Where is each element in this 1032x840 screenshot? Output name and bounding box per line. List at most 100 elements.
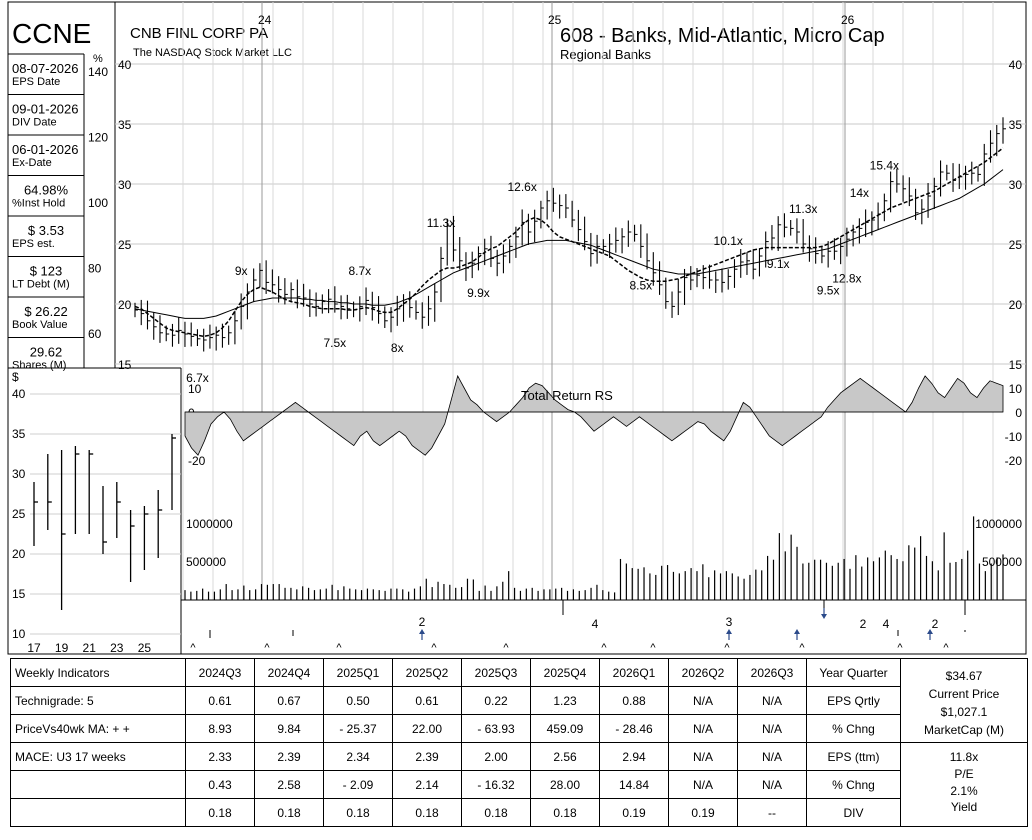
table-cell: 22.00	[392, 714, 462, 743]
pe-annotation: 11.3x	[789, 202, 817, 216]
pe-value: 11.8x	[949, 750, 979, 764]
table-cell: N/A	[668, 770, 738, 799]
row-metric: DIV	[806, 798, 901, 827]
left-panel-label: Shares (M)	[12, 360, 66, 372]
header-cell: 2025Q1	[323, 658, 393, 687]
caret-marker: ^	[650, 642, 656, 654]
left-panel-value: 09-01-2026	[12, 102, 79, 117]
price-tick-left: 15	[118, 358, 132, 372]
ticker-symbol: CCNE	[12, 18, 91, 49]
event-count-label: 3	[726, 615, 733, 629]
header-cell: 2025Q4	[530, 658, 600, 687]
table-cell: 2.33	[185, 742, 255, 771]
company-name: CNB FINL CORP PA	[130, 25, 268, 42]
rs-title: Total Return RS	[521, 388, 613, 403]
caret-marker: ^	[503, 642, 509, 654]
price-tick-right: 25	[1009, 238, 1023, 252]
table-cell: 0.19	[599, 798, 669, 827]
current-price: $34.67	[945, 669, 983, 683]
pe-annotation: 8x	[391, 341, 404, 355]
event-count-label: 2	[932, 617, 939, 631]
header-cell: 2024Q4	[254, 658, 324, 687]
percent-tick-label: 80	[88, 262, 102, 276]
relative-strength-panel: 101000-10-10-20-20	[184, 374, 1023, 468]
pe-annotation: 9x	[235, 264, 248, 278]
header-cell: 2026Q1	[599, 658, 669, 687]
price-summary-cell: $34.67 Current Price $1,027.1 MarketCap …	[900, 658, 1028, 743]
price-tick-left: 35	[118, 118, 132, 132]
table-cell: 0.18	[530, 798, 600, 827]
inset-x-tick: 21	[83, 641, 97, 655]
volume-panel: 1000000 1000000 500000 500000	[181, 516, 1026, 601]
outer-frame	[7, 1, 1027, 655]
caret-marker: ^	[601, 642, 607, 654]
pe-annotations: 9x 6.7x 8.7x 7.5x 8x 11.3x 9.9x 12.6x 8.5x 10.1x 9…	[186, 159, 899, 385]
price-tick-left: 30	[118, 178, 132, 192]
left-panel-label: EPS Date	[12, 76, 60, 88]
table-cell: - 25.37	[323, 714, 393, 743]
current-price-label: Current Price	[928, 687, 1000, 701]
left-panel-value: 06-01-2026	[12, 142, 79, 157]
header-cell: 2026Q2	[668, 658, 738, 687]
events-strip: 2 4 3 2 4 2 ^ ^ ^ ^ ^ ^ ^ ^ ^ ^ ^	[190, 600, 966, 654]
rs-area	[184, 374, 1004, 456]
year-label: 26	[841, 13, 855, 27]
inset-currency-symbol: $	[12, 370, 19, 384]
left-panel-value: 08-07-2026	[12, 61, 79, 76]
caret-marker: ^	[431, 642, 437, 654]
row-label: PriceVs40wk MA: + +	[10, 714, 186, 743]
pe-annotation: 11.3x	[427, 216, 455, 230]
header-cell: 2025Q3	[461, 658, 531, 687]
table-cell: 0.18	[323, 798, 393, 827]
volume-tick-left: 500000	[186, 555, 226, 569]
table-cell: 2.56	[530, 742, 600, 771]
table-cell: 0.19	[668, 798, 738, 827]
table-cell: 459.09	[530, 714, 600, 743]
table-cell: 2.39	[254, 742, 324, 771]
left-panel-label: Ex-Date	[12, 157, 52, 169]
left-panel-label: EPS est.	[12, 238, 55, 250]
rs-tick-right: 0	[1015, 406, 1022, 420]
table-cell: 2.00	[461, 742, 531, 771]
event-count-label: 4	[883, 617, 890, 631]
table-cell: --	[737, 798, 807, 827]
moving-average-40-line	[134, 169, 1004, 319]
inset-x-tick: 19	[55, 641, 69, 655]
left-panel-label: DIV Date	[12, 117, 57, 129]
table-cell: N/A	[668, 742, 738, 771]
percent-tick-label: 100	[88, 196, 108, 210]
table-cell: 28.00	[530, 770, 600, 799]
year-label: 25	[548, 13, 562, 27]
price-lines	[134, 147, 1004, 338]
row-metric: EPS (ttm)	[806, 742, 901, 771]
table-cell: 0.50	[323, 686, 393, 715]
inset-tick-label: 15	[12, 587, 26, 601]
indicator-table: Weekly Indicators 2024Q3 2024Q4 2025Q1 2…	[10, 658, 1028, 827]
chart-canvas: CCNE CNB FINL CORP PA The NASDAQ Stock M…	[7, 1, 1027, 655]
header-cell: 2026Q3	[737, 658, 807, 687]
up-arrow-head-icon	[726, 629, 732, 634]
table-row: 0.43 2.58 - 2.09 2.14 - 16.32 28.00 14.8…	[10, 770, 1028, 799]
table-cell: N/A	[737, 742, 807, 771]
inset-x-tick: 23	[110, 641, 124, 655]
yield-label: Yield	[950, 800, 978, 815]
header-cell: Year Quarter	[806, 658, 901, 687]
caret-marker: ^	[336, 642, 342, 654]
pe-annotation: 12.6x	[507, 180, 536, 194]
table-cell: 0.18	[185, 798, 255, 827]
market-cap-label: MarketCap (M)	[923, 723, 1004, 737]
percent-tick-label: 120	[88, 131, 108, 145]
price-tick-left: 20	[118, 298, 132, 312]
caret-marker: ^	[943, 642, 949, 654]
header-cell: 2024Q3	[185, 658, 255, 687]
rs-tick-right: -20	[1005, 454, 1023, 468]
row-metric: % Chng	[806, 770, 901, 799]
table-cell: 1.23	[530, 686, 600, 715]
table-cell: N/A	[737, 686, 807, 715]
inset-x-tick: 17	[27, 641, 41, 655]
pe-label: P/E	[954, 766, 974, 781]
table-cell: 9.84	[254, 714, 324, 743]
caret-marker: ^	[799, 642, 805, 654]
table-cell: 2.58	[254, 770, 324, 799]
